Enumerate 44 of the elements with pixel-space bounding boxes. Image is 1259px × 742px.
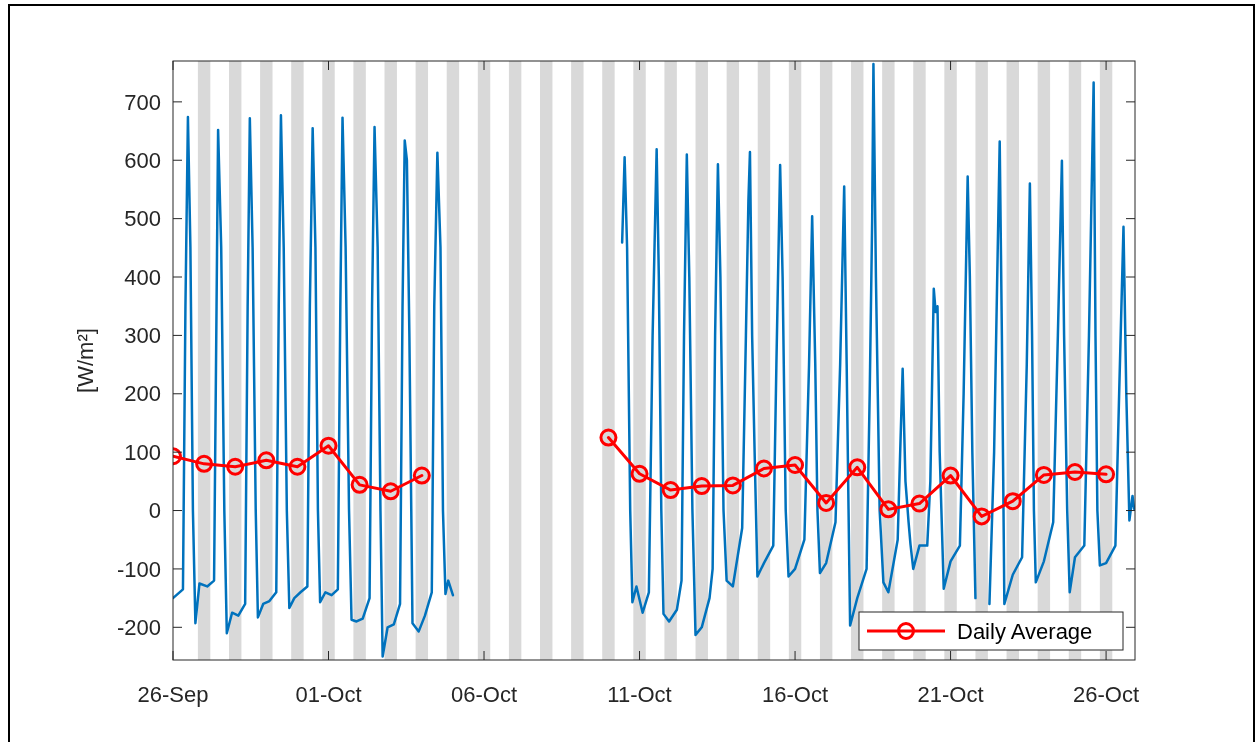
y-tick-label: 300 [124,323,161,349]
x-tick-label: 21-Oct [917,682,984,707]
y-tick-label: -200 [116,615,161,641]
y-tick-label: 500 [124,206,161,232]
point [692,477,711,496]
point [630,464,649,483]
point [1065,463,1084,482]
y-tick-label: -100 [116,556,161,582]
point [786,456,805,474]
y-tick-label: 700 [124,89,161,115]
point [195,454,214,473]
point [288,457,307,476]
point [1034,465,1053,484]
point [972,507,991,526]
x-tick-label: 16-Oct [762,682,829,707]
point [848,458,867,477]
point [599,428,618,447]
point [319,436,338,455]
x-tick-label: 26-Oct [1073,682,1140,707]
y-tick-label: 100 [124,439,161,465]
y-axis-title: [W/m²] [73,328,98,393]
y-tick-label: 400 [124,264,161,290]
x-tick-label: 06-Oct [451,682,518,707]
point [723,476,742,495]
point [754,459,773,478]
point [1003,492,1022,511]
x-tick-label: 11-Oct [607,682,672,707]
point [226,457,245,476]
legend-label: Daily Average [957,618,1093,644]
y-tick-label: 0 [148,498,161,524]
point [817,493,836,512]
point [257,451,276,470]
point [910,494,929,513]
y-tick-label: 200 [124,381,161,407]
point [661,481,680,500]
x-tick-label: 01-Oct [295,682,362,707]
point [381,482,400,501]
point [879,500,898,519]
point [1097,465,1116,484]
point [350,475,369,494]
x-tick-label: 26-Sep [137,682,209,707]
y-tick-label: 600 [124,147,161,173]
point [412,466,431,485]
point [941,466,960,485]
